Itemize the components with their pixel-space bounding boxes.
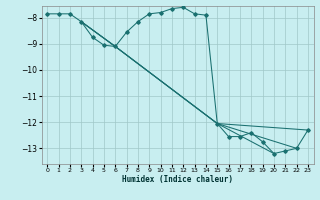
X-axis label: Humidex (Indice chaleur): Humidex (Indice chaleur) [122, 175, 233, 184]
